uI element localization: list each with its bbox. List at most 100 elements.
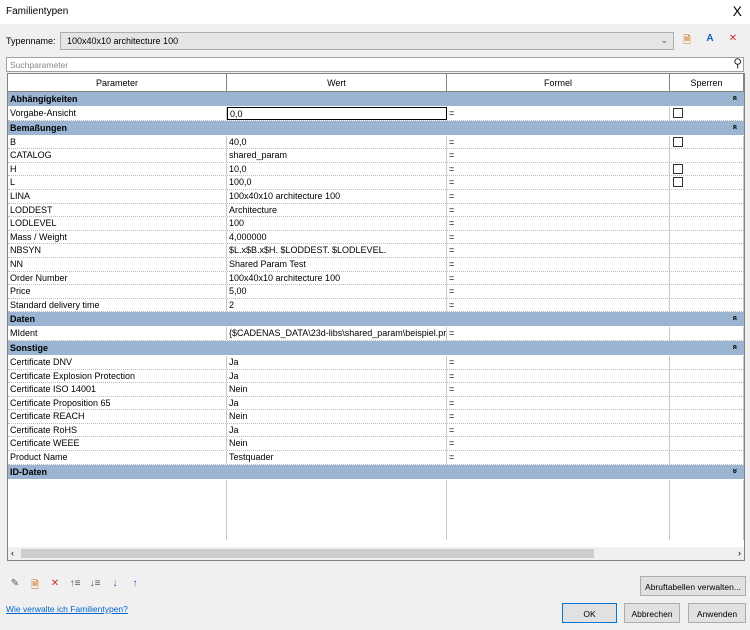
column-formel[interactable]: Formel: [447, 74, 670, 91]
lock-checkbox[interactable]: [673, 108, 683, 118]
delete-parameter-icon[interactable]: ✕: [50, 578, 60, 589]
formula-cell[interactable]: =: [447, 285, 670, 298]
value-cell[interactable]: Ja: [227, 423, 447, 437]
table-row[interactable]: Product Name Testquader =: [8, 451, 744, 465]
collapse-icon[interactable]: «: [730, 95, 741, 101]
formula-cell[interactable]: =: [447, 107, 670, 120]
type-name-dropdown[interactable]: 100x40x10 architecture 100 ⌄: [60, 32, 674, 50]
sort-ascending-icon[interactable]: ↓: [112, 578, 118, 589]
value-cell[interactable]: Testquader: [227, 451, 447, 464]
apply-button[interactable]: Anwenden: [688, 603, 746, 623]
formula-cell[interactable]: =: [447, 189, 670, 203]
group-header[interactable]: Sonstige «: [8, 340, 744, 356]
value-cell[interactable]: 4,000000: [227, 230, 447, 244]
table-row[interactable]: B 40,0 =: [8, 135, 744, 150]
table-row[interactable]: H 10,0 =: [8, 162, 744, 177]
close-icon[interactable]: X: [732, 3, 742, 19]
table-row[interactable]: Certificate Proposition 65 Ja =: [8, 396, 744, 411]
value-cell[interactable]: 10,0: [227, 162, 447, 176]
cancel-button[interactable]: Abbrechen: [624, 603, 680, 623]
formula-cell[interactable]: =: [447, 257, 670, 271]
value-cell[interactable]: 100,0: [227, 176, 447, 189]
group-header[interactable]: Daten «: [8, 312, 744, 328]
formula-cell[interactable]: =: [447, 423, 670, 437]
ok-button[interactable]: OK: [562, 603, 617, 623]
table-row[interactable]: Order Number 100x40x10 architecture 100 =: [8, 271, 744, 286]
formula-cell[interactable]: =: [447, 244, 670, 257]
value-cell[interactable]: Ja: [227, 355, 447, 369]
sort-descending-icon[interactable]: ↑: [132, 578, 138, 589]
manage-lookup-tables-button[interactable]: Abruftabellen verwalten...: [640, 576, 746, 596]
help-link[interactable]: Wie verwalte ich Familientypen?: [6, 604, 128, 614]
table-row[interactable]: Certificate RoHS Ja =: [8, 423, 744, 438]
table-row[interactable]: MIdent {$CADENAS_DATA\23d-libs\shared_par…: [8, 327, 744, 341]
lock-checkbox[interactable]: [673, 177, 683, 188]
formula-cell[interactable]: =: [447, 437, 670, 451]
value-cell[interactable]: 2: [227, 298, 447, 312]
scroll-left-icon[interactable]: ‹: [11, 548, 14, 558]
value-cell[interactable]: {$CADENAS_DATA\23d-libs\shared_param\bei…: [229, 327, 447, 340]
move-down-icon[interactable]: ↓≡: [89, 578, 101, 589]
value-cell[interactable]: Shared Param Test: [227, 257, 447, 271]
delete-type-icon[interactable]: ✕: [728, 33, 738, 44]
group-header[interactable]: Abhängigkeiten «: [8, 92, 744, 107]
table-row[interactable]: NBSYN $L.x$B.x$H. $LODDEST. $LODLEVEL. =: [8, 244, 744, 258]
value-cell[interactable]: 0,0: [227, 107, 447, 120]
formula-cell[interactable]: =: [447, 298, 670, 312]
formula-cell[interactable]: =: [447, 230, 670, 244]
new-type-icon[interactable]: 🗎: [682, 35, 692, 46]
lock-checkbox[interactable]: [673, 136, 683, 147]
value-cell[interactable]: 100x40x10 architecture 100: [227, 271, 447, 285]
edit-pencil-icon[interactable]: ✎: [10, 578, 20, 589]
table-row[interactable]: CATALOG shared_param =: [8, 149, 744, 163]
formula-cell[interactable]: =: [447, 383, 670, 396]
scrollbar-thumb[interactable]: [21, 549, 594, 558]
search-icon[interactable]: ⚲: [733, 56, 742, 70]
column-wert[interactable]: Wert: [227, 74, 447, 91]
table-row[interactable]: Standard delivery time 2 =: [8, 298, 744, 313]
lock-checkbox[interactable]: [673, 163, 683, 174]
value-cell[interactable]: 40,0: [227, 135, 447, 149]
table-row[interactable]: Certificate REACH Nein =: [8, 410, 744, 424]
collapse-icon[interactable]: «: [730, 124, 741, 130]
formula-cell[interactable]: =: [447, 162, 670, 176]
value-cell[interactable]: Architecture: [227, 203, 447, 217]
table-row[interactable]: Certificate DNV Ja =: [8, 355, 744, 370]
rename-type-icon[interactable]: A: [706, 33, 714, 44]
group-header[interactable]: Bemaßungen «: [8, 120, 744, 136]
formula-cell[interactable]: =: [447, 369, 670, 383]
new-parameter-icon[interactable]: 🗎: [30, 580, 40, 591]
value-cell[interactable]: Nein: [227, 437, 447, 451]
table-row[interactable]: Certificate WEEE Nein =: [8, 437, 744, 452]
value-cell[interactable]: Ja: [227, 396, 447, 410]
value-cell[interactable]: shared_param: [227, 149, 447, 162]
value-cell[interactable]: 5,00: [227, 285, 447, 298]
formula-cell[interactable]: =: [447, 410, 670, 423]
formula-cell[interactable]: =: [447, 203, 670, 217]
table-row[interactable]: LODLEVEL 100 =: [8, 217, 744, 231]
value-cell[interactable]: 100x40x10 architecture 100: [227, 189, 447, 203]
table-row[interactable]: L 100,0 =: [8, 176, 744, 190]
table-row[interactable]: Certificate ISO 14001 Nein =: [8, 383, 744, 397]
table-row[interactable]: Mass / Weight 4,000000 =: [8, 230, 744, 245]
collapse-icon[interactable]: «: [730, 315, 741, 321]
formula-cell[interactable]: =: [447, 396, 670, 410]
value-cell[interactable]: 100: [227, 217, 447, 230]
move-up-icon[interactable]: ↑≡: [69, 578, 81, 589]
search-input[interactable]: Suchparameter ⚲: [6, 56, 744, 72]
scroll-right-icon[interactable]: ›: [738, 548, 741, 558]
value-cell[interactable]: $L.x$B.x$H. $LODDEST. $LODLEVEL.: [227, 244, 447, 257]
formula-cell[interactable]: =: [447, 327, 670, 340]
column-parameter[interactable]: Parameter: [8, 74, 227, 91]
expand-icon[interactable]: »: [730, 468, 741, 474]
column-sperren[interactable]: Sperren: [670, 74, 744, 91]
formula-cell[interactable]: =: [447, 149, 670, 162]
value-cell[interactable]: Nein: [227, 383, 447, 396]
table-row[interactable]: Price 5,00 =: [8, 285, 744, 299]
group-header[interactable]: ID-Daten »: [8, 464, 744, 480]
table-row[interactable]: LODDEST Architecture =: [8, 203, 744, 218]
table-row[interactable]: Certificate Explosion Protection Ja =: [8, 369, 744, 384]
table-row[interactable]: LINA 100x40x10 architecture 100 =: [8, 189, 744, 204]
table-row[interactable]: Vorgabe-Ansicht 0,0 =: [8, 107, 744, 121]
formula-cell[interactable]: =: [447, 176, 670, 189]
